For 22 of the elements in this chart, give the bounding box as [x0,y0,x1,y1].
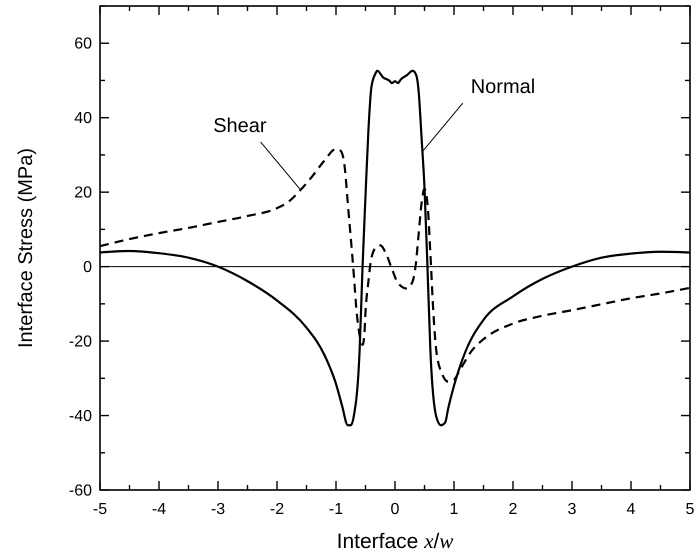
x-tick-label: 2 [508,501,518,518]
x-tick-label: -3 [210,501,226,518]
y-tick-label: -40 [68,408,92,426]
x-tick-label: -5 [92,501,108,518]
y-axis-title: Interface Stress (MPa) [15,148,37,348]
x-axis-title: Interface x/w [336,529,454,553]
x-tick-label: 5 [686,501,695,518]
y-tick-label: 40 [74,110,92,128]
y-tick-label: 20 [74,184,92,202]
x-tick-label: -4 [152,501,166,518]
y-tick-label: 0 [83,259,92,276]
y-tick-label: -20 [68,334,92,351]
x-tick-label: -2 [270,501,284,518]
y-tick-label: -60 [68,482,92,500]
x-tick-label: 1 [450,501,459,518]
x-tick-label: 4 [626,501,636,518]
annotation: Shear [213,114,267,137]
y-tick-label: 60 [74,36,92,53]
x-tick-label: 0 [390,501,400,518]
annotation: Normal [470,76,536,98]
x-tick-label: -1 [328,501,344,518]
x-tick-label: 3 [568,501,577,518]
